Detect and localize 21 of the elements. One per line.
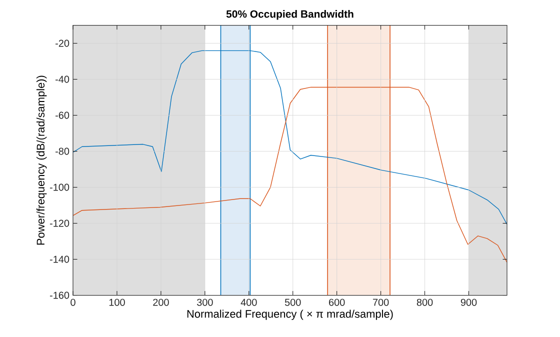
- x-tick-label: 600: [329, 298, 345, 306]
- y-tick-label: -80: [56, 148, 70, 155]
- y-axis-title: Power/frequency (dB/(rad/sample)): [36, 76, 47, 245]
- x-tick-label: 700: [373, 298, 389, 306]
- x-tick-label: 100: [109, 298, 125, 306]
- chart-title: 50% Occupied Bandwidth: [226, 10, 354, 20]
- y-tick-label: -160: [50, 292, 70, 299]
- x-tick-label: 200: [153, 298, 169, 306]
- y-tick-label: -60: [56, 112, 70, 119]
- x-tick-label: 800: [416, 298, 433, 306]
- x-tick-label: 500: [284, 298, 301, 306]
- x-tick-label: 900: [460, 298, 477, 306]
- y-tick-label: -100: [50, 184, 70, 191]
- x-tick-label: 300: [196, 298, 213, 306]
- y-tick-label: -40: [56, 76, 70, 83]
- y-tick-label: -20: [56, 40, 70, 47]
- x-tick-label: 0: [70, 298, 76, 306]
- x-tick-label: 400: [240, 298, 257, 306]
- y-tick-label: -140: [50, 256, 70, 263]
- y-tick-label: -120: [50, 220, 70, 227]
- x-axis-title: Normalized Frequency ( × π mrad/sample): [187, 310, 393, 320]
